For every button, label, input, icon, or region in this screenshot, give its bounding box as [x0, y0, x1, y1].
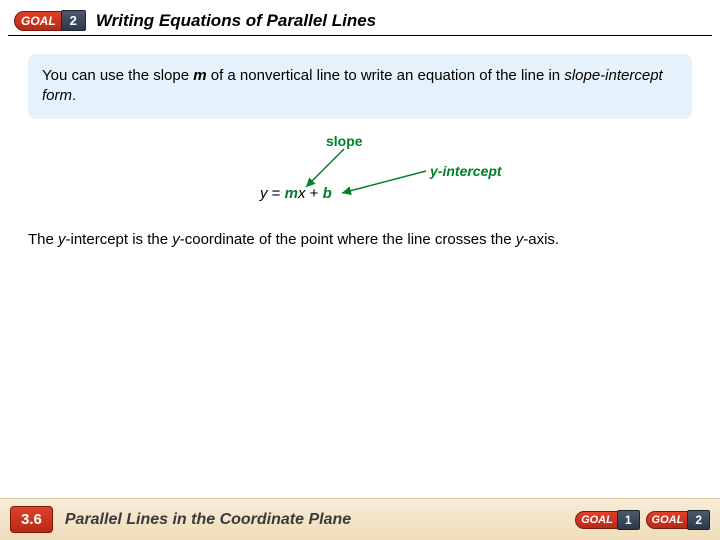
eq-y: y	[260, 185, 268, 202]
goal-label: GOAL	[14, 11, 63, 31]
footer-goal-label-2: GOAL	[646, 511, 690, 529]
yint-y: y	[430, 163, 438, 179]
footer-goal-label-1: GOAL	[575, 511, 619, 529]
intro-text-1: You can use the slope	[42, 67, 193, 84]
y-intercept-label: y-intercept	[430, 163, 502, 179]
header: GOAL 2 Writing Equations of Parallel Lin…	[8, 0, 712, 36]
goal-number: 2	[61, 10, 86, 31]
section-badge: 3.6	[10, 506, 53, 533]
footer-title: Parallel Lines in the Coordinate Plane	[65, 511, 569, 529]
exp-y1: y	[58, 231, 66, 248]
eq-plus: +	[305, 185, 322, 202]
intro-period: .	[72, 87, 76, 104]
yint-suffix: -intercept	[438, 163, 502, 179]
exp-t4: -axis.	[523, 231, 559, 248]
slope-label: slope	[326, 133, 363, 149]
eq-m: m	[285, 185, 298, 202]
eq-b: b	[323, 185, 332, 202]
footer-bar: 3.6 Parallel Lines in the Coordinate Pla…	[0, 498, 720, 540]
footer-goal-num-2: 2	[687, 510, 710, 530]
exp-y2: y	[172, 231, 180, 248]
footer-goal-num-1: 1	[617, 510, 640, 530]
goal-badge: GOAL 2	[14, 10, 86, 31]
eq-equals: =	[268, 185, 285, 202]
exp-t3: -coordinate of the point where the line …	[180, 231, 516, 248]
footer-goal-2[interactable]: GOAL 2	[646, 510, 710, 530]
explanation-text: The y-intercept is the y-coordinate of t…	[28, 231, 692, 248]
intro-box: You can use the slope m of a nonvertical…	[28, 54, 692, 119]
equation-diagram: slope y-intercept y = mx + b	[28, 133, 692, 223]
page-title: Writing Equations of Parallel Lines	[96, 11, 376, 31]
footer-goal-1[interactable]: GOAL 1	[575, 510, 639, 530]
equation: y = mx + b	[260, 185, 332, 202]
intro-m: m	[193, 67, 206, 84]
intro-text-2: of a nonvertical line to write an equati…	[207, 67, 565, 84]
exp-t1: The	[28, 231, 58, 248]
exp-t2: -intercept is the	[66, 231, 173, 248]
